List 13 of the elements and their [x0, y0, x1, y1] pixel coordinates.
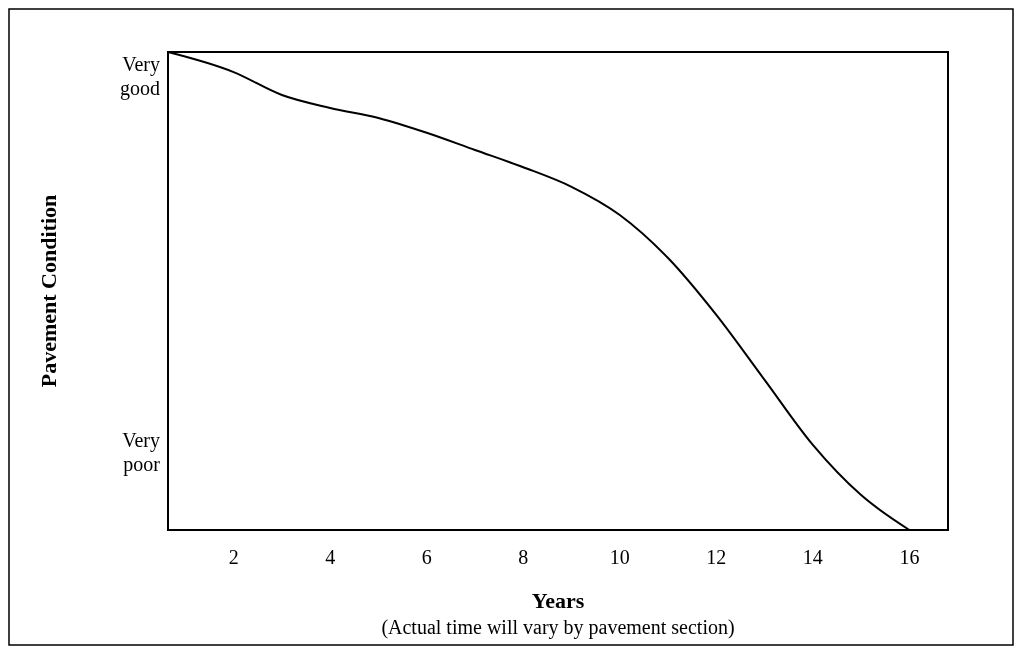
x-tick-label: 14: [802, 546, 823, 568]
x-tick-label: 6: [421, 546, 432, 568]
y-axis-title: Pavement Condition: [36, 194, 61, 388]
x-tick-label: 12: [706, 546, 727, 568]
x-tick-label: 16: [899, 546, 920, 568]
x-tick-label: 2: [228, 546, 239, 568]
x-axis-title: Years: [531, 588, 585, 613]
x-tick-label: 8: [518, 546, 529, 568]
x-tick-label: 10: [609, 546, 630, 568]
text: Very poor: [122, 428, 161, 476]
x-tick-label: 4: [325, 546, 336, 568]
text: Very good: [120, 52, 160, 100]
text: (Actual time will vary by pavement section): [381, 616, 735, 639]
